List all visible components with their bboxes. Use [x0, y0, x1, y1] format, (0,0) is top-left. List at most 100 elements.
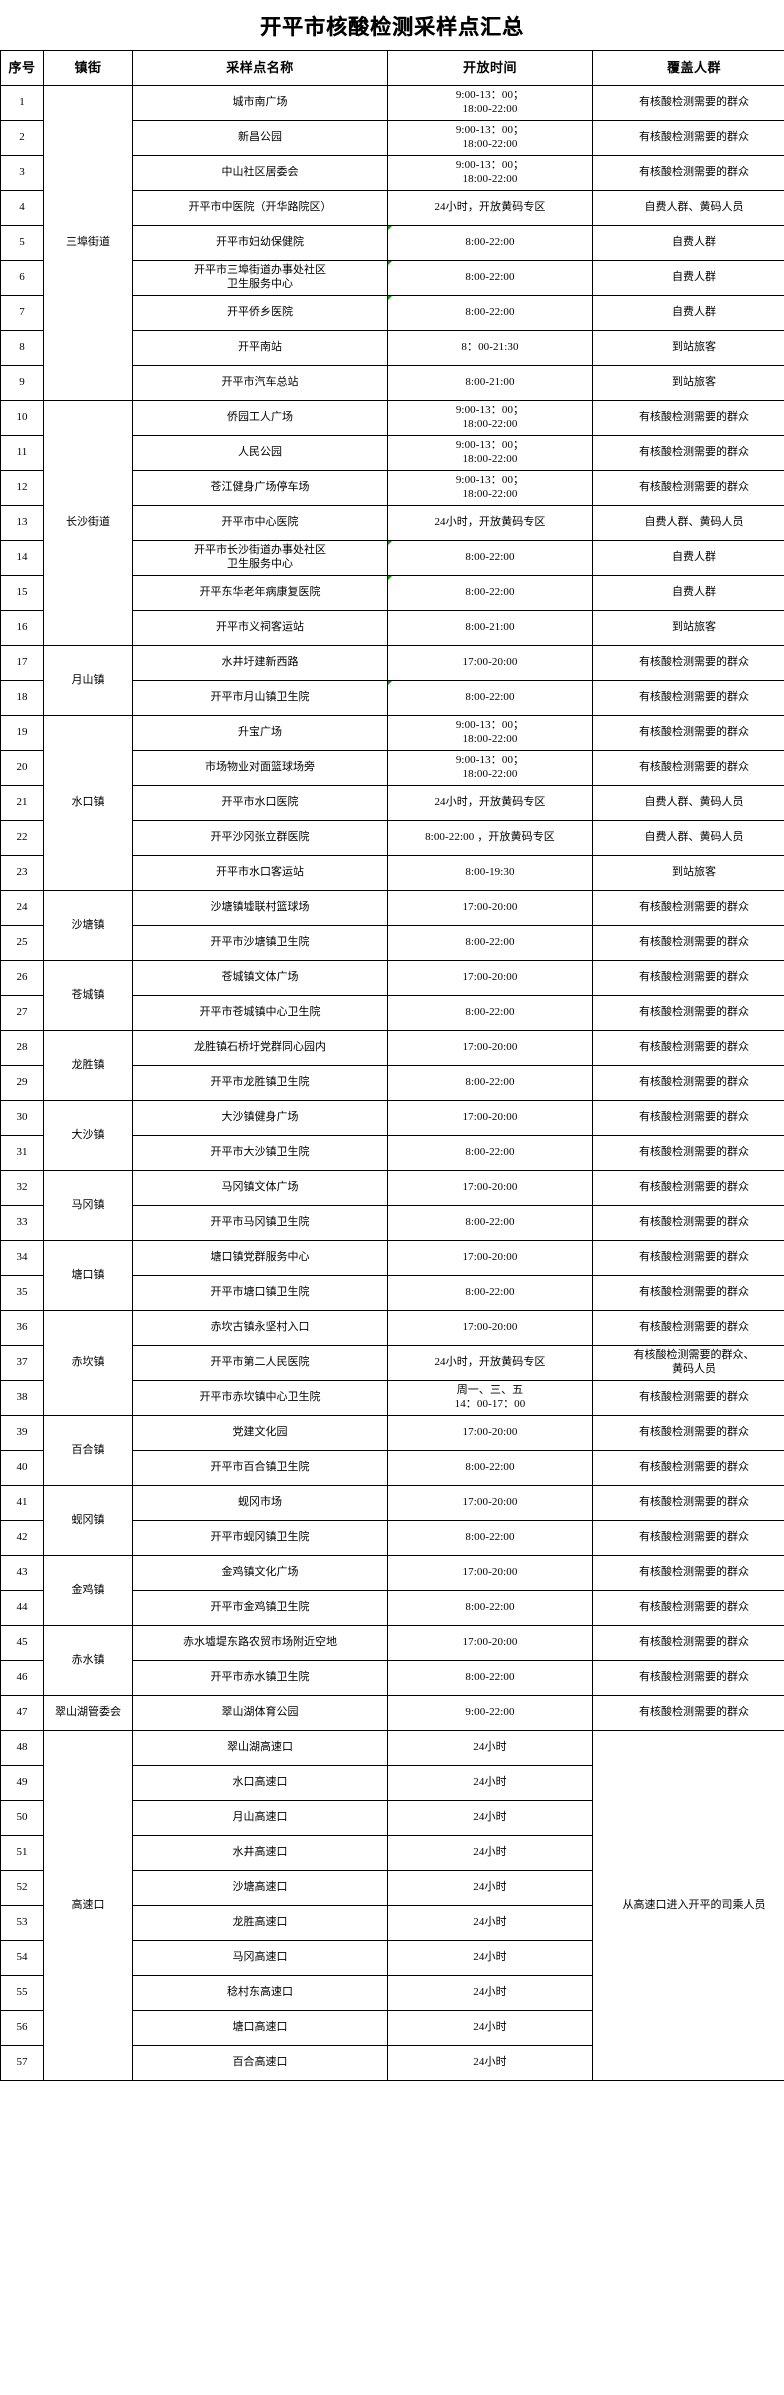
table-row: 19 水口镇 升宝广场 9:00-13：00； 18:00-22:00 有核酸检测需要的群…: [0, 715, 784, 891]
cell-coverage-group: 有核酸检测需要的群众: [592, 1310, 784, 1346]
cell-index: 50: [0, 1800, 44, 1836]
cell-coverage-group: 有核酸检测需要的群众: [592, 715, 784, 751]
cell-open-time: 24小时: [387, 1730, 593, 1766]
table-row: 26 苍城镇 苍城镇文体广场 17:00-20:00 有核酸检测需要的群众: [0, 960, 784, 1031]
cell-town: 三埠街道: [43, 85, 133, 401]
cell-index: 34: [0, 1240, 44, 1276]
cell-site-name: 升宝广场: [132, 715, 388, 751]
cell-open-time: 17:00-20:00: [387, 890, 593, 926]
cell-open-time: 周一、三、五 14：00-17：00: [387, 1380, 593, 1416]
cell-coverage-group: 有核酸检测需要的群众: [592, 645, 784, 681]
cell-coverage-group: 到站旅客: [592, 855, 784, 891]
table-row: 47 翠山湖管委会 翠山湖体育公园 9:00-22:00 有核酸检测需要的群众: [0, 1695, 784, 1731]
cell-open-time: 8:00-22:00: [387, 1660, 593, 1696]
cell-open-time: 24小时: [387, 2045, 593, 2081]
cell-index: 55: [0, 1975, 44, 2011]
cell-site-name: 开平市水口客运站: [132, 855, 388, 891]
cell-open-time: 8:00-22:00: [387, 1205, 593, 1241]
cell-site-name: 龙胜高速口: [132, 1905, 388, 1941]
cell-open-time: 17:00-20:00: [387, 1625, 593, 1661]
cell-open-time: 8:00-22:00: [387, 575, 593, 611]
cell-open-time: 8:00-22:00: [387, 680, 593, 716]
cell-town: 大沙镇: [43, 1100, 133, 1171]
table-row: 1 三埠街道 城市南广场 9:00-13：00； 18:00-22:00 有核酸检测需要的…: [0, 85, 784, 401]
cell-coverage-group: 自费人群: [592, 575, 784, 611]
cell-index: 18: [0, 680, 44, 716]
cell-index: 19: [0, 715, 44, 751]
cell-index: 28: [0, 1030, 44, 1066]
cell-site-name: 翠山湖体育公园: [132, 1695, 388, 1731]
cell-town: 金鸡镇: [43, 1555, 133, 1626]
cell-open-time: 17:00-20:00: [387, 1310, 593, 1346]
cell-index: 54: [0, 1940, 44, 1976]
table-row: 16 开平市义祠客运站 8:00-21:00 到站旅客: [0, 610, 784, 646]
cell-index: 27: [0, 995, 44, 1031]
cell-site-name: 开平市大沙镇卫生院: [132, 1135, 388, 1171]
cell-index: 9: [0, 365, 44, 401]
cell-site-name: 开平市赤水镇卫生院: [132, 1660, 388, 1696]
cell-open-time: 9:00-13：00； 18:00-22:00: [387, 750, 593, 786]
cell-open-time: 17:00-20:00: [387, 645, 593, 681]
cell-coverage-group: 有核酸检测需要的群众: [592, 925, 784, 961]
table-header: 序号 镇街 采样点名称 开放时间 覆盖人群: [0, 50, 784, 86]
sampling-sites-table: 序号 镇街 采样点名称 开放时间 覆盖人群 1 三埠街道 城市南广场 9:00-13：…: [0, 50, 784, 2081]
cell-open-time: 17:00-20:00: [387, 1240, 593, 1276]
cell-site-name: 金鸡镇文化广场: [132, 1555, 388, 1591]
cell-site-name: 赤水墟堤东路农贸市场附近空地: [132, 1625, 388, 1661]
cell-coverage-group: 有核酸检测需要的群众: [592, 1065, 784, 1101]
cell-site-name: 大沙镇健身广场: [132, 1100, 388, 1136]
table-row: 25 开平市沙塘镇卫生院 8:00-22:00 有核酸检测需要的群众: [0, 925, 784, 961]
cell-index: 33: [0, 1205, 44, 1241]
table-row: 40 开平市百合镇卫生院 8:00-22:00 有核酸检测需要的群众: [0, 1450, 784, 1486]
cell-site-name: 开平市第二人民医院: [132, 1345, 388, 1381]
cell-index: 57: [0, 2045, 44, 2081]
table-row: 6 开平市三埠街道办事处社区 卫生服务中心 8:00-22:00 自费人群: [0, 260, 784, 296]
cell-index: 3: [0, 155, 44, 191]
cell-town: 水口镇: [43, 715, 133, 891]
cell-coverage-group: 到站旅客: [592, 365, 784, 401]
table-row: 33 开平市马冈镇卫生院 8:00-22:00 有核酸检测需要的群众: [0, 1205, 784, 1241]
cell-index: 7: [0, 295, 44, 331]
cell-open-time: 17:00-20:00: [387, 1485, 593, 1521]
cell-site-name: 开平市百合镇卫生院: [132, 1450, 388, 1486]
cell-site-name: 塘口镇党群服务中心: [132, 1240, 388, 1276]
cell-coverage-group: 自费人群、黄码人员: [592, 190, 784, 226]
cell-index: 11: [0, 435, 44, 471]
table-row: 37 开平市第二人民医院 24小时，开放黄码专区 有核酸检测需要的群众、 黄码人员: [0, 1345, 784, 1381]
cell-index: 45: [0, 1625, 44, 1661]
cell-open-time: 24小时: [387, 1905, 593, 1941]
cell-site-name: 稔村东高速口: [132, 1975, 388, 2011]
table-row: 14 开平市长沙街道办事处社区 卫生服务中心 8:00-22:00 自费人群: [0, 540, 784, 576]
cell-coverage-group: 有核酸检测需要的群众: [592, 1555, 784, 1591]
cell-open-time: 24小时，开放黄码专区: [387, 785, 593, 821]
table-row: 57 百合高速口 24小时: [0, 2045, 784, 2081]
cell-site-name: 马冈镇文体广场: [132, 1170, 388, 1206]
table-row: 30 大沙镇 大沙镇健身广场 17:00-20:00 有核酸检测需要的群众: [0, 1100, 784, 1171]
cell-index: 41: [0, 1485, 44, 1521]
cell-open-time: 8:00-22:00: [387, 260, 593, 296]
cell-town: 月山镇: [43, 645, 133, 716]
table-row: 9 开平市汽车总站 8:00-21:00 到站旅客: [0, 365, 784, 401]
cell-open-time: 8:00-22:00: [387, 225, 593, 261]
cell-index: 22: [0, 820, 44, 856]
cell-index: 43: [0, 1555, 44, 1591]
table-row: 2 新昌公园 9:00-13：00； 18:00-22:00 有核酸检测需要的群众: [0, 120, 784, 156]
cell-site-name: 开平市长沙街道办事处社区 卫生服务中心: [132, 540, 388, 576]
cell-index: 1: [0, 85, 44, 121]
cell-site-name: 开平市义祠客运站: [132, 610, 388, 646]
cell-site-name: 开平沙冈张立群医院: [132, 820, 388, 856]
cell-coverage-group: 有核酸检测需要的群众: [592, 120, 784, 156]
table-row: 3 中山社区居委会 9:00-13：00； 18:00-22:00 有核酸检测需要的群众: [0, 155, 784, 191]
cell-coverage-group: 有核酸检测需要的群众: [592, 890, 784, 926]
cell-town: 百合镇: [43, 1415, 133, 1486]
cell-open-time: 17:00-20:00: [387, 1100, 593, 1136]
table-row: 29 开平市龙胜镇卫生院 8:00-22:00 有核酸检测需要的群众: [0, 1065, 784, 1101]
table-row: 44 开平市金鸡镇卫生院 8:00-22:00 有核酸检测需要的群众: [0, 1590, 784, 1626]
table-row: 18 开平市月山镇卫生院 8:00-22:00 有核酸检测需要的群众: [0, 680, 784, 716]
cell-coverage-group: 有核酸检测需要的群众: [592, 1695, 784, 1731]
table-row: 23 开平市水口客运站 8:00-19:30 到站旅客: [0, 855, 784, 891]
cell-coverage-group: 有核酸检测需要的群众: [592, 470, 784, 506]
cell-open-time: 8:00-21:00: [387, 365, 593, 401]
cell-open-time: 8:00-22:00: [387, 540, 593, 576]
cell-index: 10: [0, 400, 44, 436]
